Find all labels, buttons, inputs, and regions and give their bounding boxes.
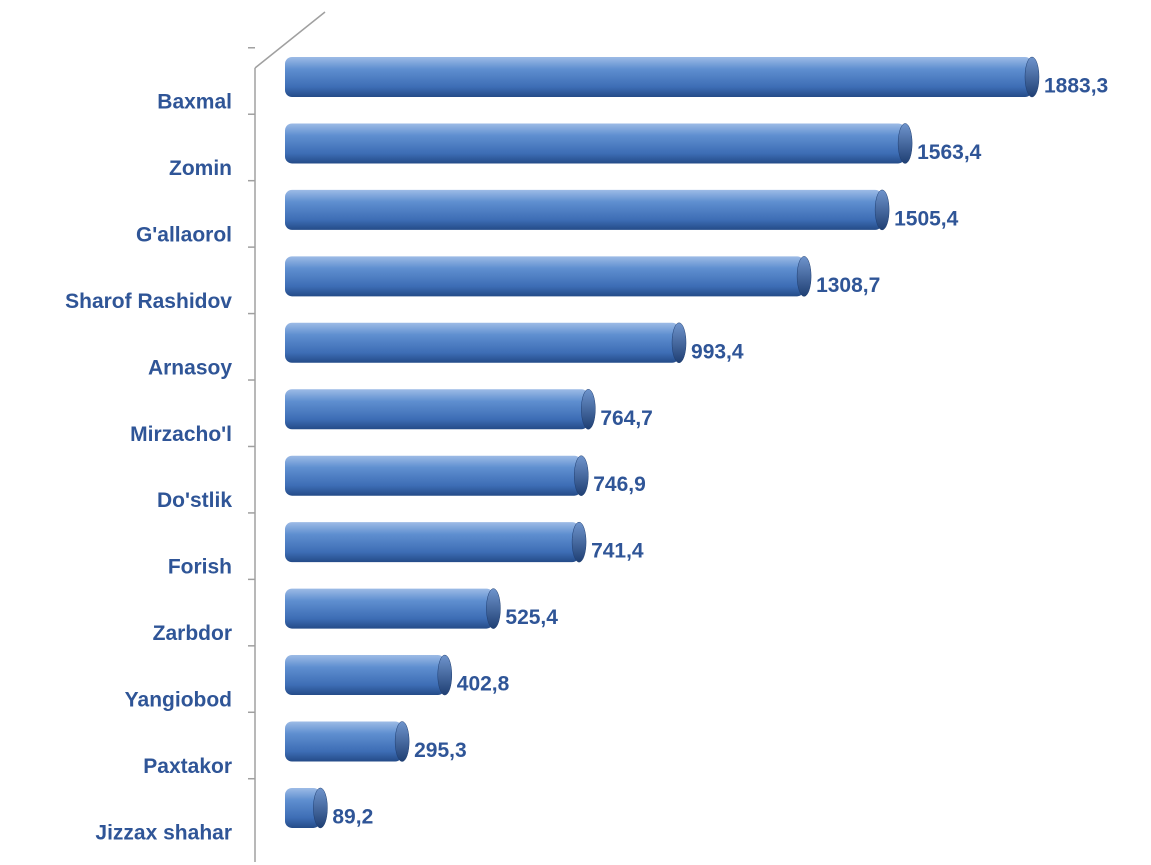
y-tick-label: Arnasoy: [148, 356, 232, 379]
value-label: 993,4: [691, 340, 744, 363]
bar: [285, 455, 582, 496]
bar-cap: [437, 654, 453, 696]
bar: [285, 588, 494, 629]
y-tick-label: Zarbdor: [153, 622, 232, 645]
value-label: 746,9: [593, 473, 646, 496]
y-tick-label: G'allaorol: [136, 223, 232, 246]
bar: [285, 389, 589, 430]
bar-cap: [394, 721, 410, 762]
y-tick-label: Do'stlik: [157, 489, 232, 512]
value-label: 295,3: [414, 739, 467, 762]
bar: [285, 123, 906, 164]
value-label: 1505,4: [894, 207, 959, 230]
bar: [285, 787, 321, 828]
axis-wall: [254, 11, 326, 862]
value-label: 402,8: [457, 673, 510, 696]
bar: [285, 256, 805, 297]
value-label: 741,4: [591, 540, 644, 563]
value-label: 89,2: [332, 805, 373, 828]
bar: [285, 322, 680, 363]
bar-cap: [671, 322, 687, 364]
bar-cap: [574, 455, 589, 496]
bar-cap: [486, 588, 501, 629]
y-tick-label: Yangiobod: [125, 689, 232, 712]
bar-cap: [581, 389, 596, 430]
value-label: 764,7: [600, 407, 653, 430]
y-tick-label: Forish: [168, 556, 232, 579]
bar: [285, 721, 403, 762]
bar: [285, 522, 580, 563]
bar-cap: [313, 787, 328, 829]
bar: [285, 655, 445, 696]
value-label: 525,4: [505, 606, 558, 629]
y-tick-label: Mirzacho'l: [130, 423, 232, 446]
value-label: 1563,4: [917, 141, 982, 164]
y-tick-label: Paxtakor: [143, 755, 232, 778]
bar-cap: [796, 256, 812, 297]
value-label: 1308,7: [816, 274, 880, 297]
bar: [285, 57, 1032, 97]
y-tick-label: Jizzax shahar: [95, 821, 232, 844]
y-tick-label: Sharof Rashidov: [65, 290, 232, 313]
bar-cap: [1024, 56, 1040, 98]
value-label: 1883,3: [1044, 75, 1108, 98]
bar: [285, 189, 883, 230]
bar-cap: [897, 123, 913, 164]
bar-cap: [571, 521, 587, 563]
y-tick-label: Zomin: [169, 157, 232, 180]
y-tick-label: Baxmal: [157, 91, 232, 114]
bar-cap: [874, 189, 890, 231]
